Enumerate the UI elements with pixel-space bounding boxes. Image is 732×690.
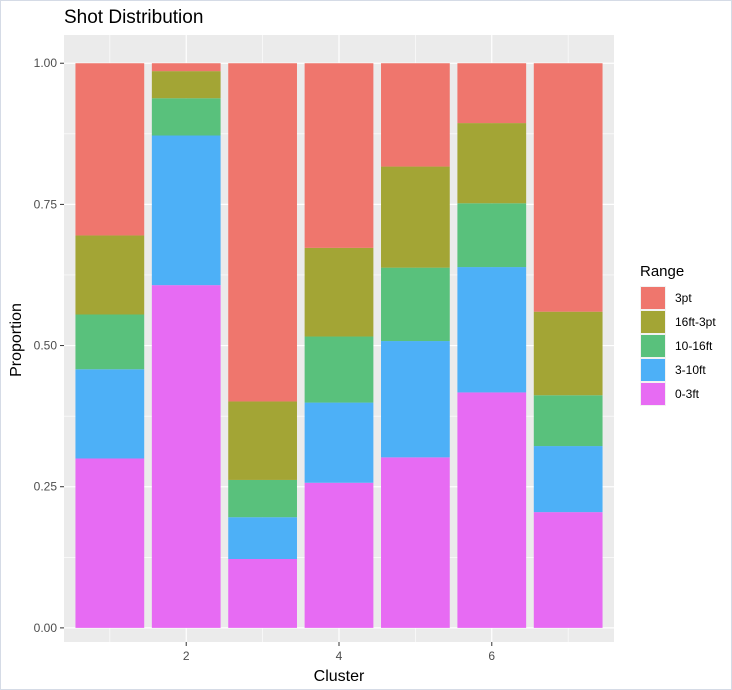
bar-segment-cluster-4-10-16ft	[304, 336, 374, 403]
bar-segment-cluster-4-3pt	[304, 63, 374, 248]
bar-segment-cluster-3-10-16ft	[228, 479, 297, 518]
legend-swatch-16ft-3pt	[641, 311, 665, 333]
bar-segment-cluster-3-3pt	[228, 63, 297, 402]
legend-title: Range	[640, 263, 684, 280]
bar-segment-cluster-2-3pt	[151, 63, 221, 72]
bar-segment-cluster-6-3pt	[457, 63, 527, 124]
bar-segment-cluster-6-0-3ft	[457, 392, 527, 628]
bar-segment-cluster-5-3pt	[381, 63, 450, 167]
x-tick-label: 4	[336, 649, 343, 663]
bar-segment-cluster-2-0-3ft	[151, 285, 221, 628]
bar-segment-cluster-5-3-10ft	[381, 341, 450, 458]
bar-segment-cluster-2-16ft-3pt	[151, 71, 221, 99]
y-tick-label: 0.00	[34, 621, 58, 635]
bar-segment-cluster-4-0-3ft	[304, 482, 374, 628]
bar-segment-cluster-5-16ft-3pt	[381, 166, 450, 268]
legend-swatch-10-16ft	[641, 335, 665, 357]
legend-label-3-10ft: 3-10ft	[675, 363, 706, 377]
chart-title: Shot Distribution	[64, 7, 203, 28]
bar-segment-cluster-7-3-10ft	[533, 446, 603, 513]
bar-segment-cluster-2-10-16ft	[151, 98, 221, 136]
y-tick-label: 1.00	[34, 56, 58, 70]
bar-segment-cluster-5-0-3ft	[381, 457, 450, 628]
bar-segment-cluster-3-0-3ft	[228, 558, 297, 628]
bar-segment-cluster-7-16ft-3pt	[533, 311, 603, 396]
bar-segment-cluster-6-10-16ft	[457, 203, 527, 268]
bar-segment-cluster-1-3pt	[75, 63, 145, 236]
legend-label-3pt: 3pt	[675, 291, 692, 305]
bar-segment-cluster-5-10-16ft	[381, 267, 450, 342]
bar-segment-cluster-7-0-3ft	[533, 512, 603, 628]
bar-segment-cluster-1-3-10ft	[75, 369, 145, 459]
bar-segment-cluster-1-10-16ft	[75, 314, 145, 370]
legend-label-0-3ft: 0-3ft	[675, 387, 700, 401]
legend-label-10-16ft: 10-16ft	[675, 339, 713, 353]
bar-segment-cluster-6-16ft-3pt	[457, 123, 527, 204]
legend-label-16ft-3pt: 16ft-3pt	[675, 315, 716, 329]
x-axis-title: Cluster	[314, 668, 365, 685]
axis-ticks: 0.00 0.25 0.50 0.75 1.00 2 4 6	[34, 56, 496, 663]
bar-segment-cluster-4-16ft-3pt	[304, 247, 374, 337]
y-tick-label: 0.50	[34, 339, 58, 353]
bar-segment-cluster-4-3-10ft	[304, 402, 374, 483]
y-tick-label: 0.75	[34, 197, 58, 211]
x-tick-label: 2	[183, 649, 190, 663]
x-tick-label: 6	[488, 649, 495, 663]
legend-swatch-3pt	[641, 287, 665, 309]
y-axis-title: Proportion	[8, 303, 25, 377]
bar-segment-cluster-2-3-10ft	[151, 135, 221, 286]
y-tick-label: 0.25	[34, 480, 58, 494]
bar-segment-cluster-7-3pt	[533, 63, 603, 312]
bar-segment-cluster-7-10-16ft	[533, 395, 603, 447]
bar-segment-cluster-3-3-10ft	[228, 517, 297, 559]
bar-segment-cluster-3-16ft-3pt	[228, 401, 297, 480]
legend: Range 3pt 16ft-3pt 10-16ft 3-10ft 0-3ft	[640, 263, 716, 406]
bar-segment-cluster-1-0-3ft	[75, 458, 145, 628]
bar-segment-cluster-1-16ft-3pt	[75, 235, 145, 315]
legend-swatch-0-3ft	[641, 383, 665, 405]
bar-segment-cluster-6-3-10ft	[457, 267, 527, 393]
bars	[75, 63, 603, 628]
legend-swatch-3-10ft	[641, 359, 665, 381]
